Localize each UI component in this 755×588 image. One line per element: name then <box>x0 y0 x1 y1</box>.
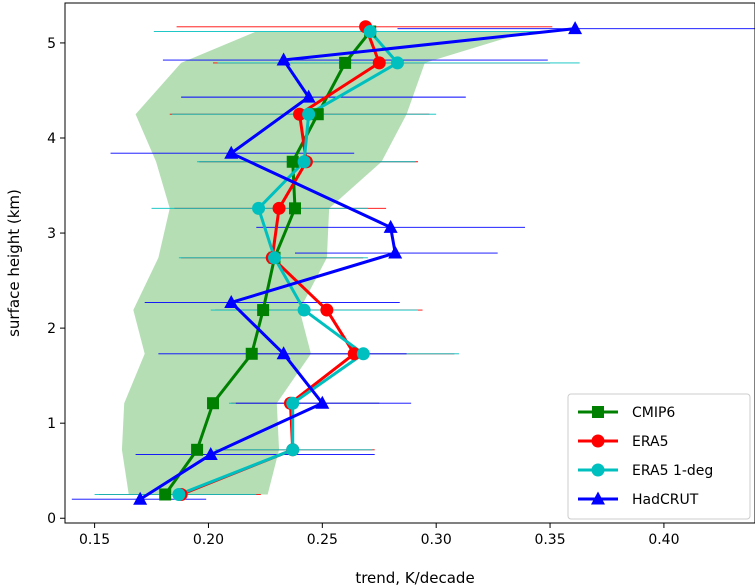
legend-hadcrut-label: HadCRUT <box>632 492 699 508</box>
hadcrut-marker <box>203 447 218 461</box>
x-axis-label: trend, K/decade <box>355 569 474 587</box>
y-tick-label: 5 <box>47 36 56 52</box>
hadcrut-marker <box>276 52 291 66</box>
era5-1-deg-marker <box>172 487 186 501</box>
x-tick-label: 0.25 <box>307 532 338 548</box>
x-tick-label: 0.40 <box>648 532 679 548</box>
era5-marker <box>272 201 286 215</box>
hadcrut-marker <box>568 21 583 35</box>
plot-area <box>71 20 755 505</box>
era5-marker <box>372 56 386 70</box>
hadcrut-marker <box>224 145 239 159</box>
era5-1-deg-marker <box>302 107 316 121</box>
x-tick-label: 0.30 <box>421 532 452 548</box>
legend-hadcrut-marker <box>591 491 605 505</box>
y-tick-label: 0 <box>47 511 56 527</box>
spread-band <box>121 31 528 495</box>
cmip6-marker <box>245 347 258 360</box>
era5-1-deg-marker <box>252 201 266 215</box>
era5-1-deg-marker <box>286 443 300 457</box>
era5-1-deg-marker <box>268 251 282 265</box>
era5-1-deg-marker <box>297 303 311 317</box>
hadcrut-marker <box>301 89 316 103</box>
cmip6-marker <box>311 108 324 121</box>
y-tick-label: 4 <box>47 131 56 147</box>
legend-cmip6-marker <box>592 406 604 418</box>
y-tick-label: 1 <box>47 416 56 432</box>
cmip6-marker <box>257 304 270 317</box>
cmip6-marker <box>191 443 204 456</box>
legend-era5-marker <box>591 434 605 448</box>
hadcrut-marker <box>276 346 291 360</box>
era5-marker <box>293 107 307 121</box>
hadcrut-marker <box>224 294 239 308</box>
cmip6-marker <box>286 155 299 168</box>
y-tick-label: 3 <box>47 226 56 242</box>
x-axis-ticks: 0.15 0.20 0.25 0.30 0.35 0.40 <box>79 523 679 548</box>
y-axis-label: surface height (km) <box>5 189 23 337</box>
series-marker-layer <box>133 20 583 505</box>
legend-era5-1-deg-marker <box>591 463 605 477</box>
legend-era5-label: ERA5 <box>632 434 669 450</box>
cmip6-marker <box>289 202 301 215</box>
hadcrut-marker <box>383 219 398 233</box>
legend-era5-1-deg-label: ERA5 1-deg <box>632 463 713 479</box>
y-tick-label: 2 <box>47 321 56 337</box>
era5-1-deg-marker <box>390 56 404 70</box>
x-tick-label: 0.35 <box>534 532 565 548</box>
x-tick-label: 0.20 <box>193 532 224 548</box>
hadcrut-marker <box>388 245 403 259</box>
cmip6-marker <box>339 56 352 69</box>
spread-band-layer <box>121 31 528 495</box>
legend: CMIP6 ERA5 ERA5 1-deg HadCRUT <box>567 393 751 520</box>
era5-1-deg-marker <box>356 347 370 361</box>
plot-frame <box>64 2 755 524</box>
hadcrut-marker <box>133 491 148 505</box>
legend-cmip6-label: CMIP6 <box>632 405 675 421</box>
hadcrut-marker <box>315 395 330 409</box>
era5-1-deg-marker <box>286 396 300 410</box>
x-tick-label: 0.15 <box>79 532 110 548</box>
era5-marker <box>347 347 361 361</box>
y-axis-ticks: 0 1 2 3 4 5 <box>47 36 65 527</box>
era5-1-deg-marker <box>297 155 311 169</box>
cmip6-marker <box>159 488 172 501</box>
legend-box <box>567 393 751 520</box>
era5-1-deg-marker <box>363 25 377 39</box>
era5-marker <box>320 303 334 317</box>
cmip6-marker <box>207 397 220 410</box>
